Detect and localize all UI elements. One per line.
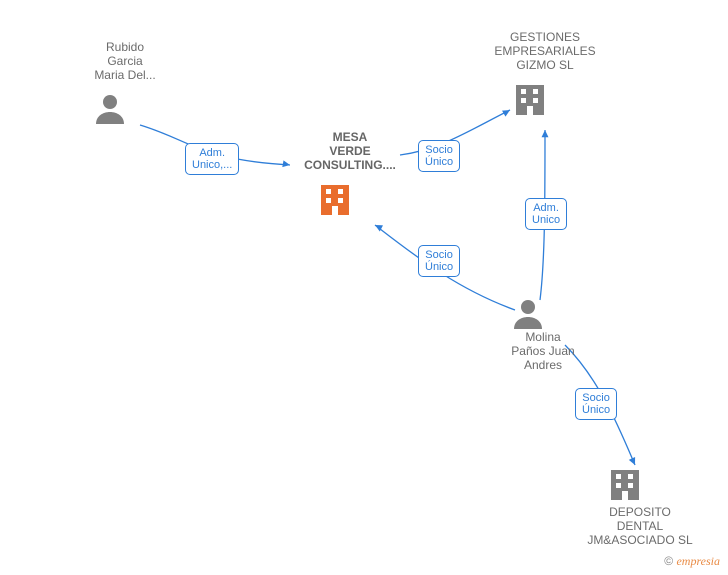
node-deposito-icon [611, 470, 639, 500]
edge-label: Socio Único [418, 140, 460, 172]
diagram-canvas [0, 0, 728, 575]
edge-label: Adm. Unico,... [185, 143, 239, 175]
edge-label: Adm. Unico [525, 198, 567, 230]
edge-arrowhead [542, 130, 549, 137]
node-rubido-label: Rubido Garcia Maria Del... [85, 40, 165, 82]
copyright-brand: empresia [676, 554, 720, 568]
edge-label: Socio Único [575, 388, 617, 420]
node-gestiones-label: GESTIONES EMPRESARIALES GIZMO SL [475, 30, 615, 72]
node-deposito-label: DEPOSITO DENTAL JM&ASOCIADO SL [575, 505, 705, 547]
edge-arrowhead [282, 160, 290, 167]
edge-label: Socio Único [418, 245, 460, 277]
node-rubido-icon [96, 95, 124, 124]
node-mesa_verde-icon [321, 185, 349, 215]
node-mesa_verde-label: MESA VERDE CONSULTING.... [290, 130, 410, 172]
node-gestiones-icon [516, 85, 544, 115]
node-molina-icon [514, 300, 542, 329]
node-molina-label: Molina Paños Juan Andres [498, 330, 588, 372]
copyright-symbol: © [664, 554, 673, 568]
copyright: © empresia [664, 554, 720, 569]
